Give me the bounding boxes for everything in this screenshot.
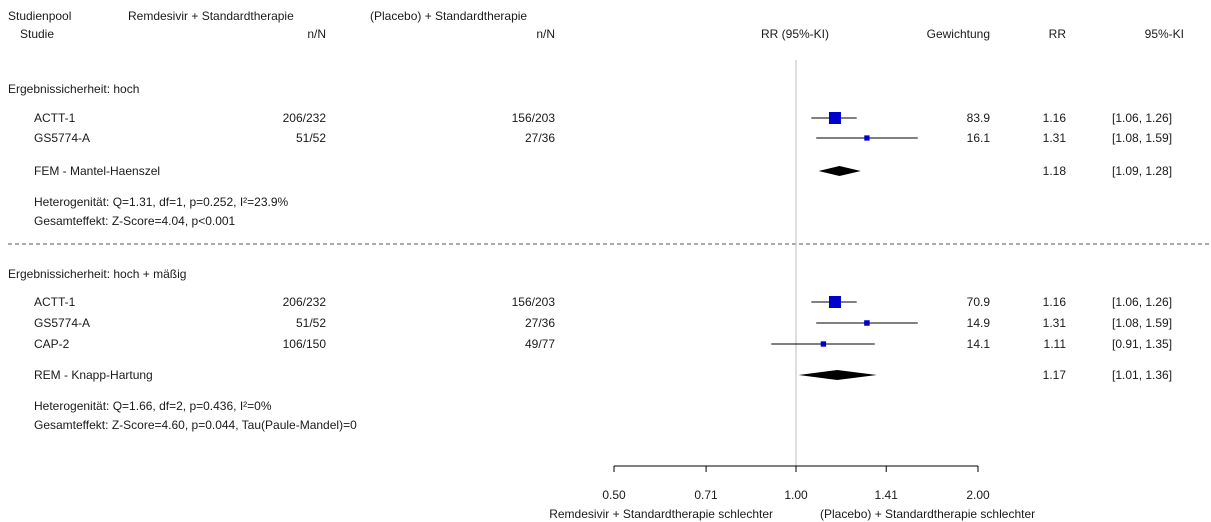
- study-marker: [864, 320, 870, 326]
- study-control: 27/36: [524, 316, 555, 330]
- header-study: Studie: [20, 27, 55, 41]
- header-ci: 95%-KI: [1144, 27, 1184, 41]
- header-treatment: Remdesivir + Standardtherapie: [128, 9, 294, 23]
- study-control: 27/36: [524, 131, 555, 145]
- study-control: 156/203: [511, 111, 555, 125]
- study-treatment: 106/150: [282, 337, 326, 351]
- group-title: Ergebnissicherheit: hoch + mäßig: [8, 267, 187, 281]
- heterogeneity-text: Heterogenität: Q=1.31, df=1, p=0.252, I²…: [34, 195, 289, 209]
- x-tick-label: 0.50: [602, 488, 626, 502]
- header-study-pool: Studienpool: [8, 9, 72, 23]
- x-axis-left-label: Remdesivir + Standardtherapie schlechter: [549, 507, 773, 521]
- study-ci: [1.08, 1.59]: [1112, 316, 1173, 330]
- study-marker: [828, 296, 841, 308]
- study-name: ACTT-1: [34, 295, 76, 309]
- pooled-ci: [1.01, 1.36]: [1112, 368, 1173, 382]
- study-weight: 14.9: [966, 316, 990, 330]
- study-treatment: 206/232: [282, 111, 326, 125]
- study-weight: 70.9: [966, 295, 990, 309]
- study-name: GS5774-A: [34, 316, 91, 330]
- x-tick-label: 2.00: [966, 488, 990, 502]
- header-weight: Gewichtung: [926, 27, 990, 41]
- study-treatment: 51/52: [295, 131, 326, 145]
- header-control-nN: n/N: [536, 27, 555, 41]
- pooled-name: REM - Knapp-Hartung: [34, 368, 153, 382]
- study-control: 49/77: [524, 337, 555, 351]
- study-treatment: 206/232: [282, 295, 326, 309]
- pooled-diamond: [798, 370, 877, 380]
- group-title: Ergebnissicherheit: hoch: [8, 82, 140, 96]
- study-rr: 1.31: [1042, 131, 1066, 145]
- header-treatment-nN: n/N: [307, 27, 326, 41]
- study-rr: 1.16: [1042, 111, 1066, 125]
- study-ci: [1.08, 1.59]: [1112, 131, 1173, 145]
- study-treatment: 51/52: [295, 316, 326, 330]
- pooled-diamond: [818, 166, 861, 176]
- header-control: (Placebo) + Standardtherapie: [370, 9, 528, 23]
- study-name: ACTT-1: [34, 111, 76, 125]
- study-rr: 1.16: [1042, 295, 1066, 309]
- study-weight: 16.1: [966, 131, 990, 145]
- study-rr: 1.11: [1043, 337, 1066, 351]
- header-rr: RR: [1048, 27, 1066, 41]
- pooled-ci: [1.09, 1.28]: [1112, 164, 1173, 178]
- overall-effect-text: Gesamteffekt: Z-Score=4.60, p=0.044, Tau…: [34, 418, 357, 432]
- overall-effect-text: Gesamteffekt: Z-Score=4.04, p<0.001: [34, 214, 236, 228]
- study-weight: 14.1: [966, 337, 990, 351]
- study-name: CAP-2: [34, 337, 70, 351]
- study-control: 156/203: [511, 295, 555, 309]
- study-name: GS5774-A: [34, 131, 91, 145]
- study-marker: [864, 135, 870, 141]
- study-ci: [1.06, 1.26]: [1112, 111, 1173, 125]
- pooled-rr: 1.17: [1042, 368, 1066, 382]
- header-rr-ci: RR (95%-KI): [760, 27, 829, 41]
- x-axis-right-label: (Placebo) + Standardtherapie schlechter: [820, 507, 1036, 521]
- study-ci: [1.06, 1.26]: [1112, 295, 1173, 309]
- pooled-rr: 1.18: [1042, 164, 1066, 178]
- study-marker: [828, 112, 841, 124]
- x-tick-label: 0.71: [694, 488, 718, 502]
- x-tick-label: 1.00: [784, 488, 808, 502]
- x-tick-label: 1.41: [874, 488, 898, 502]
- pooled-name: FEM - Mantel-Haenszel: [34, 164, 161, 178]
- study-rr: 1.31: [1042, 316, 1066, 330]
- study-ci: [0.91, 1.35]: [1112, 337, 1173, 351]
- heterogeneity-text: Heterogenität: Q=1.66, df=2, p=0.436, I²…: [34, 399, 272, 413]
- study-weight: 83.9: [966, 111, 990, 125]
- study-marker: [820, 341, 827, 347]
